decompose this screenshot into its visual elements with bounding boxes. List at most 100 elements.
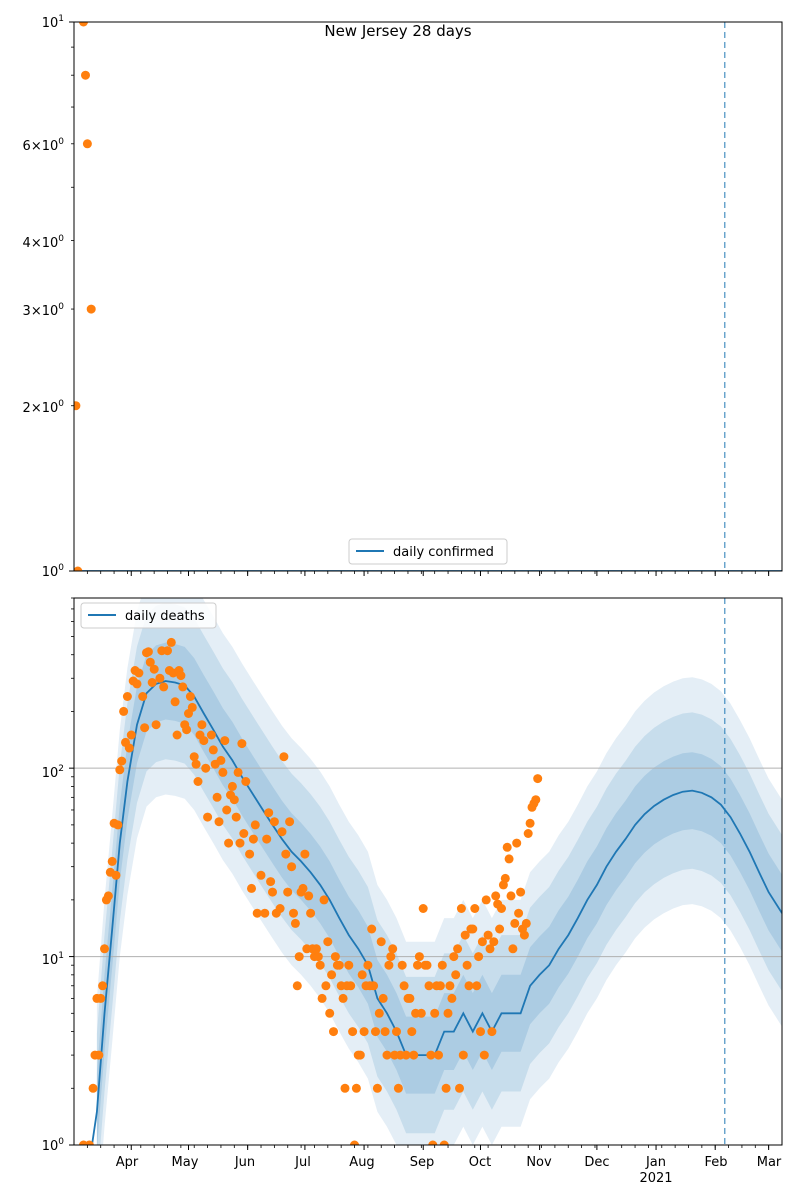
data-point [199, 736, 209, 746]
data-point [266, 877, 276, 887]
data-point [508, 944, 518, 954]
data-point [103, 891, 113, 901]
data-point [460, 930, 470, 940]
data-point [378, 993, 388, 1003]
deaths-xtick-label: Aug [349, 1155, 374, 1170]
data-point [134, 668, 144, 678]
data-point [279, 752, 289, 762]
data-point [250, 820, 260, 830]
data-point [289, 908, 298, 918]
data-point [355, 1050, 365, 1060]
data-point [476, 1027, 485, 1037]
data-point [485, 944, 495, 954]
data-point [533, 774, 543, 784]
deaths-xtick-label: Feb [704, 1155, 727, 1170]
data-point [187, 702, 197, 712]
data-point [453, 944, 463, 954]
data-point [231, 812, 241, 822]
data-point [94, 1050, 104, 1060]
data-point [458, 1050, 468, 1060]
data-point [351, 1083, 361, 1093]
data-point [248, 834, 258, 844]
data-point [409, 1050, 419, 1060]
data-point [479, 1050, 489, 1060]
data-point [474, 952, 484, 962]
data-point [264, 808, 274, 818]
deaths-xtick-label: Apr [116, 1155, 139, 1170]
data-point [235, 838, 245, 848]
data-point [304, 891, 314, 901]
data-point [191, 759, 201, 769]
data-point [472, 981, 482, 991]
data-point [506, 891, 516, 901]
data-point [224, 838, 234, 848]
data-point [456, 904, 466, 913]
data-point [424, 981, 434, 991]
data-point [525, 818, 535, 828]
data-point [143, 647, 153, 657]
data-point [319, 895, 329, 905]
data-point [239, 829, 249, 838]
data-point [435, 981, 445, 991]
data-point [330, 952, 340, 962]
data-point [418, 904, 428, 913]
data-point [222, 805, 232, 815]
data-point [371, 1027, 380, 1037]
data-point [321, 981, 331, 991]
data-point [393, 1083, 403, 1093]
deaths-plot-area [74, 598, 782, 1145]
data-point [277, 827, 287, 837]
data-point [203, 812, 213, 822]
data-point [227, 781, 237, 791]
data-point [193, 777, 203, 786]
data-point [126, 730, 136, 740]
data-point [422, 960, 432, 970]
data-point [252, 908, 262, 918]
data-point [502, 842, 512, 852]
data-point [380, 1027, 390, 1037]
legend-label: daily confirmed [393, 545, 494, 560]
confirmed-ytick-label: 6×100 [23, 137, 65, 154]
data-point [407, 1027, 417, 1037]
data-point [218, 767, 228, 777]
data-point [245, 849, 255, 859]
data-point [290, 918, 300, 928]
confirmed-ytick-label: 101 [42, 14, 64, 31]
data-point [138, 692, 148, 701]
data-point [329, 1027, 338, 1037]
data-point [269, 817, 279, 827]
confirmed-ytick-label: 100 [42, 563, 65, 580]
data-point [124, 743, 134, 753]
data-point [414, 952, 424, 962]
legend-box [80, 602, 217, 629]
data-point [306, 908, 316, 918]
data-point [189, 752, 199, 762]
data-point [514, 908, 524, 918]
data-point [491, 891, 501, 901]
deaths-xtick-label: Jan [645, 1155, 666, 1170]
data-point [176, 671, 186, 681]
deaths-xtick-label: May [172, 1155, 199, 1170]
data-point [117, 756, 127, 766]
deaths-ytick-label: 102 [42, 764, 64, 781]
data-point [170, 697, 180, 707]
data-point [79, 22, 88, 27]
data-point [413, 960, 422, 970]
data-point [313, 952, 323, 962]
confirmed-ytick-label: 3×100 [23, 302, 65, 319]
data-point [315, 960, 325, 970]
data-point [376, 937, 386, 947]
data-point [113, 820, 123, 830]
data-point [369, 981, 379, 991]
data-point [119, 706, 129, 716]
data-point [359, 1027, 369, 1037]
data-point [229, 795, 239, 805]
data-point [287, 862, 297, 872]
data-point [294, 952, 304, 962]
data-point [464, 981, 474, 991]
deaths-xtick-label: Jun [234, 1155, 255, 1170]
data-point [140, 723, 150, 733]
data-point [172, 730, 182, 740]
data-point [201, 763, 211, 773]
data-point [111, 870, 121, 880]
